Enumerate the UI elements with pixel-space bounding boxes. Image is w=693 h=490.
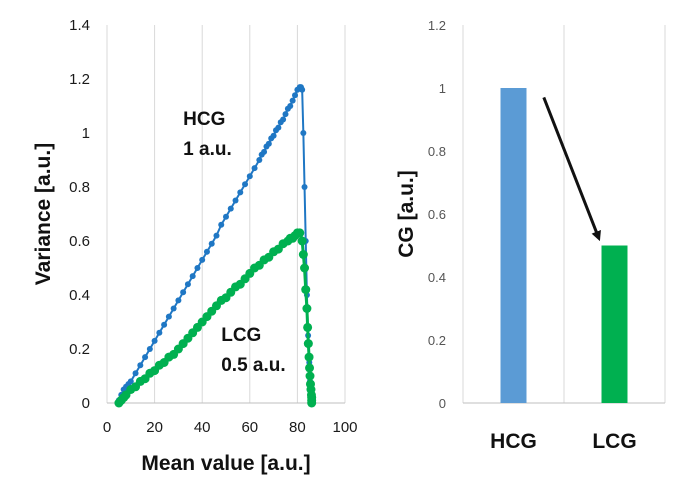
- data-point: [297, 236, 307, 246]
- category-label: HCG: [490, 430, 537, 453]
- category-label: LCG: [592, 430, 636, 453]
- data-point: [242, 181, 249, 188]
- data-point: [156, 329, 163, 336]
- left-y-tick-label: 0.4: [69, 287, 90, 304]
- right-chart-grid: [462, 25, 666, 404]
- data-point: [127, 378, 134, 385]
- right-y-tick-label: 0.6: [428, 207, 446, 222]
- data-point: [304, 352, 314, 362]
- left-chart-series: [114, 84, 317, 408]
- data-point: [237, 189, 244, 196]
- data-point: [161, 321, 168, 328]
- data-point: [256, 157, 263, 163]
- left-chart-annotations: HCG 1 a.u. LCG 0.5 a.u.: [183, 109, 286, 376]
- left-y-tick-label: 0.2: [69, 341, 90, 358]
- data-point: [280, 116, 287, 123]
- data-point: [300, 263, 310, 273]
- data-point: [282, 111, 289, 118]
- data-point: [301, 285, 311, 295]
- data-point: [189, 273, 196, 280]
- left-x-tick-label: 20: [146, 419, 163, 436]
- data-point: [292, 92, 299, 99]
- bar-lcg: [601, 245, 628, 403]
- data-point: [301, 184, 308, 190]
- right-y-axis-title: CG [a.u.]: [395, 170, 418, 258]
- left-chart-y-ticks: 0 0.2 0.4 0.6 0.8 1 1.2 1.4: [69, 17, 90, 412]
- data-point: [251, 165, 258, 172]
- data-point: [218, 221, 225, 228]
- data-point: [232, 197, 239, 204]
- data-point: [305, 363, 315, 373]
- left-y-tick-label: 0.6: [69, 233, 90, 250]
- data-point: [275, 124, 282, 131]
- annotation-label: HCG: [183, 109, 225, 130]
- right-chart-y-ticks: 0 0.2 0.4 0.6 0.8 1 1.2: [428, 18, 446, 411]
- data-point: [289, 97, 296, 104]
- data-point: [227, 205, 234, 212]
- left-x-tick-label: 80: [289, 419, 306, 436]
- left-y-tick-label: 0: [82, 395, 90, 412]
- data-point: [298, 250, 308, 259]
- data-point: [203, 248, 210, 255]
- bar-hcg: [500, 88, 527, 403]
- left-y-tick-label: 0.8: [69, 179, 90, 196]
- annotation-label: 0.5 a.u.: [221, 355, 285, 376]
- data-point: [299, 86, 306, 93]
- data-point: [305, 371, 315, 381]
- left-y-tick-label: 1: [82, 125, 90, 142]
- data-point: [180, 289, 187, 296]
- left-chart-x-ticks: 0 20 40 60 80 100: [103, 419, 358, 436]
- arrow-line: [542, 96, 601, 242]
- data-point: [194, 265, 201, 271]
- left-x-axis-title: Mean value [a.u.]: [141, 452, 310, 475]
- data-point: [199, 256, 206, 263]
- right-y-tick-label: 1: [439, 81, 446, 96]
- cg-bar-chart: 0 0.2 0.4 0.6 0.8 1 1.2 HCG LCG CG [a.u.]: [395, 18, 666, 453]
- data-point: [208, 240, 215, 247]
- left-x-tick-label: 40: [194, 419, 211, 436]
- annotation-label: 1 a.u.: [183, 139, 232, 160]
- data-point: [295, 228, 305, 238]
- data-point: [146, 346, 153, 352]
- right-chart-category-labels: HCG LCG: [490, 430, 637, 453]
- data-point: [151, 337, 158, 344]
- decrease-arrow: [542, 96, 601, 242]
- data-point: [265, 140, 272, 147]
- right-y-tick-label: 0.2: [428, 333, 446, 348]
- left-y-tick-label: 1.2: [69, 71, 90, 88]
- data-point: [246, 173, 253, 180]
- data-point: [213, 232, 220, 239]
- data-point: [302, 304, 312, 313]
- data-point: [303, 322, 313, 332]
- data-point: [270, 132, 277, 139]
- data-point: [307, 398, 317, 408]
- data-point: [303, 339, 313, 349]
- right-y-tick-label: 0: [439, 396, 446, 411]
- data-point: [170, 305, 177, 312]
- data-point: [132, 370, 139, 377]
- data-point: [261, 148, 268, 155]
- right-chart-bars: [500, 88, 628, 403]
- variance-vs-mean-chart: 0 20 40 60 80 100 0 0.2 0.4 0.6 0.8 1 1.2 1.4 HCG 1 a…: [32, 17, 358, 475]
- data-point: [175, 297, 182, 304]
- right-y-tick-label: 0.4: [428, 270, 446, 285]
- data-point: [287, 103, 294, 109]
- left-y-tick-label: 1.4: [69, 17, 90, 34]
- data-point: [223, 213, 229, 220]
- data-point: [165, 313, 172, 320]
- data-point: [137, 362, 144, 369]
- left-y-axis-title: Variance [a.u.]: [32, 143, 55, 285]
- data-point: [300, 130, 307, 136]
- left-x-tick-label: 100: [332, 419, 357, 436]
- right-y-tick-label: 0.8: [428, 144, 446, 159]
- right-y-tick-label: 1.2: [428, 18, 446, 33]
- annotation-label: LCG: [221, 325, 261, 346]
- left-x-tick-label: 60: [241, 419, 258, 436]
- data-point: [184, 281, 191, 288]
- left-x-tick-label: 0: [103, 419, 111, 436]
- data-point: [142, 354, 149, 361]
